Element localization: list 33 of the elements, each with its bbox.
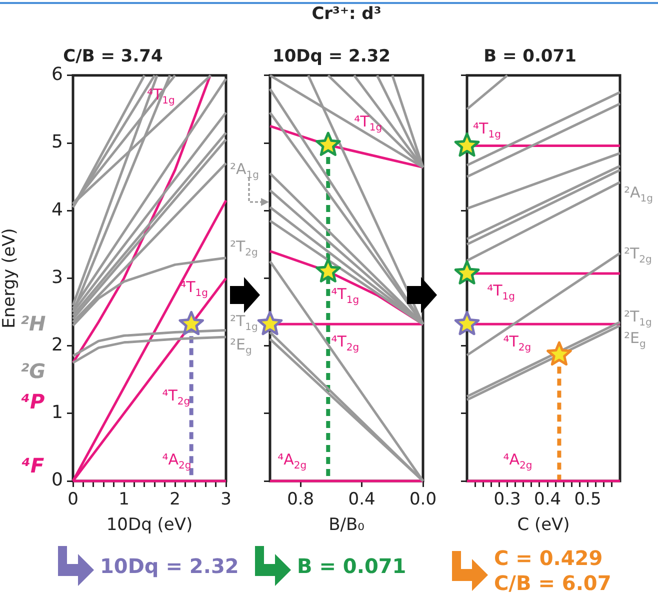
text: C = 0.429 (494, 546, 604, 571)
x-axis-title: C (eV) (517, 515, 570, 536)
x-tick-label: 0.5 (574, 490, 602, 510)
x-tick-label: 0.8 (287, 490, 314, 510)
y-tick-label: 2 (52, 334, 63, 356)
x-axis-title: B/B₀ (328, 515, 365, 536)
x-tick-label: 0.3 (494, 490, 521, 510)
text: C/B = 6.07 (494, 571, 612, 596)
text: B = 0.071 (297, 554, 406, 578)
text: 10Dq = 2.32 (100, 554, 239, 578)
y-tick-label: 1 (52, 402, 63, 424)
x-tick-label: 0.0 (409, 490, 437, 510)
chart-title: C/B = 3.74 (63, 46, 164, 67)
text: ²G (20, 359, 46, 384)
chart-title: B = 0.071 (484, 46, 576, 67)
x-tick-label: 1 (118, 490, 130, 510)
x-tick-label: 3 (220, 490, 232, 510)
y-axis-title: Energy (eV) (0, 228, 20, 328)
text: ⁴P (21, 389, 46, 414)
x-tick-label: 0.4 (534, 490, 562, 510)
text: ²H (20, 312, 46, 336)
x-tick-label: 0 (68, 490, 78, 510)
y-tick-label: 0 (52, 470, 63, 491)
chart-subtitle: 10Dq = 2.32 (272, 46, 390, 67)
x-tick-label: 0.4 (348, 490, 376, 510)
x-axis-title: 10Dq (eV) (106, 515, 193, 536)
y-tick-label: 6 (52, 64, 63, 86)
y-tick-label: 3 (52, 266, 63, 288)
y-tick-label: 5 (52, 132, 63, 153)
chart-title: Cr³⁺: d³ (310, 4, 382, 24)
text: ⁴F (22, 454, 45, 478)
y-tick-label: 4 (52, 199, 63, 220)
x-tick-label: 2 (170, 490, 180, 510)
